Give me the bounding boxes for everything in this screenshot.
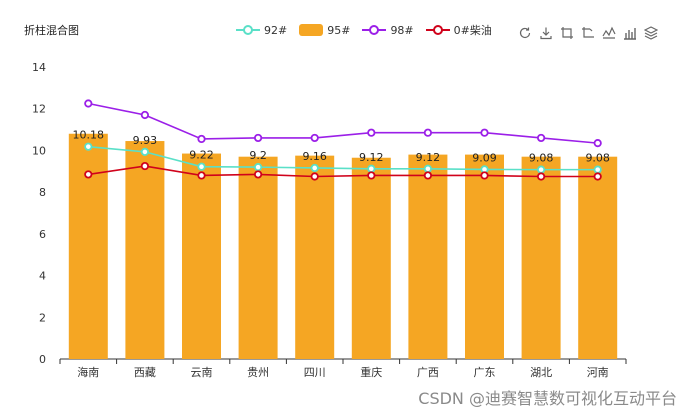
series-point[interactable] <box>140 147 149 156</box>
legend-item-95[interactable]: 95# <box>299 24 350 37</box>
series-point[interactable] <box>197 171 206 180</box>
toolbox <box>518 26 665 40</box>
series-point[interactable] <box>254 170 263 179</box>
bar-95[interactable] <box>125 141 165 359</box>
x-tick-label: 广西 <box>417 366 439 379</box>
data-label: 9.12 <box>359 151 384 164</box>
bar-95[interactable] <box>578 156 618 359</box>
x-tick-label: 贵州 <box>247 366 269 379</box>
series-point[interactable] <box>423 128 432 137</box>
series-point[interactable] <box>536 172 546 181</box>
bar-chart-icon[interactable] <box>623 26 637 40</box>
y-tick-label: 8 <box>39 186 46 199</box>
y-tick-label: 4 <box>39 270 46 283</box>
x-tick-label: 海南 <box>77 365 99 379</box>
series-point[interactable] <box>423 164 432 173</box>
legend-label: 92# <box>264 23 288 37</box>
legend-label: 0#柴油 <box>453 24 492 37</box>
series-point[interactable] <box>310 172 319 181</box>
legend-label: 98# <box>390 23 414 37</box>
data-zoom-icon[interactable] <box>560 26 574 40</box>
bar-swatch-icon <box>299 24 324 36</box>
line-marker-icon <box>236 25 260 35</box>
refresh-icon[interactable] <box>518 26 532 40</box>
series-point[interactable] <box>84 142 93 151</box>
data-label: 10.18 <box>73 129 105 142</box>
bar-95[interactable] <box>351 157 391 359</box>
y-tick-label: 6 <box>39 228 46 241</box>
data-label: 9.08 <box>585 152 610 165</box>
data-label: 9.16 <box>302 150 327 163</box>
x-tick-label: 四川 <box>304 366 326 379</box>
line-chart-icon[interactable] <box>602 26 616 40</box>
legend-item-diesel[interactable]: 0#柴油 <box>425 22 492 38</box>
series-point[interactable] <box>536 165 546 174</box>
y-tick-label: 0 <box>39 353 46 366</box>
bar-95[interactable] <box>295 155 335 359</box>
bar-95[interactable] <box>68 133 108 359</box>
x-tick-label: 重庆 <box>360 365 382 379</box>
legend-item-98[interactable]: 98# <box>362 23 414 37</box>
y-tick-label: 12 <box>32 103 46 116</box>
series-point[interactable] <box>84 99 93 108</box>
zoom-reset-icon[interactable] <box>581 26 595 40</box>
bar-95[interactable] <box>408 154 448 359</box>
series-point[interactable] <box>310 133 319 143</box>
data-label: 9.08 <box>529 152 554 165</box>
x-tick-label: 广东 <box>474 366 496 379</box>
legend-item-92[interactable]: 92# <box>236 24 287 37</box>
series-line <box>88 145 598 171</box>
bar-95[interactable] <box>521 156 561 359</box>
y-tick-label: 14 <box>32 61 46 74</box>
series-point[interactable] <box>367 128 376 137</box>
data-label: 9.2 <box>249 149 267 162</box>
series-point[interactable] <box>84 170 93 179</box>
series-point[interactable] <box>480 171 489 180</box>
data-label: 9.12 <box>416 151 441 164</box>
series-point[interactable] <box>254 163 263 172</box>
series-point[interactable] <box>310 163 319 173</box>
x-tick-label: 云南 <box>191 366 213 379</box>
series-point[interactable] <box>197 134 206 144</box>
line-marker-icon <box>425 25 450 35</box>
series-point[interactable] <box>593 165 602 174</box>
x-tick-label: 湖北 <box>530 366 552 379</box>
download-icon[interactable] <box>539 26 553 40</box>
legend-label: 95# <box>327 23 351 37</box>
series-point[interactable] <box>536 133 546 143</box>
data-label: 9.09 <box>472 151 497 164</box>
series-point[interactable] <box>140 161 149 171</box>
series-point[interactable] <box>593 139 602 148</box>
series-point[interactable] <box>367 171 376 180</box>
series-point[interactable] <box>367 164 376 173</box>
series-point[interactable] <box>423 171 432 180</box>
watermark: CSDN @迪赛智慧数可视化互动平台 <box>418 389 677 408</box>
bar-95[interactable] <box>238 156 278 359</box>
x-tick-label: 河南 <box>587 366 609 379</box>
line-marker-icon <box>362 25 387 35</box>
data-label: 9.93 <box>133 134 158 147</box>
y-tick-label: 2 <box>39 311 46 324</box>
x-tick-label: 西藏 <box>134 366 156 379</box>
series-point[interactable] <box>254 133 263 143</box>
series-point[interactable] <box>197 162 206 171</box>
series-point[interactable] <box>480 128 489 137</box>
y-tick-label: 10 <box>32 144 46 157</box>
stack-icon[interactable] <box>644 26 658 40</box>
series-point[interactable] <box>593 172 602 181</box>
bar-95[interactable] <box>465 154 504 359</box>
bar-95[interactable] <box>182 153 221 359</box>
data-label: 9.22 <box>189 149 214 162</box>
legend: 92# 95# 98# 0#柴油 <box>236 22 504 38</box>
series-point[interactable] <box>140 110 149 120</box>
series-line <box>88 165 598 178</box>
series-line <box>88 102 598 144</box>
chart-title: 折柱混合图 <box>24 24 79 37</box>
